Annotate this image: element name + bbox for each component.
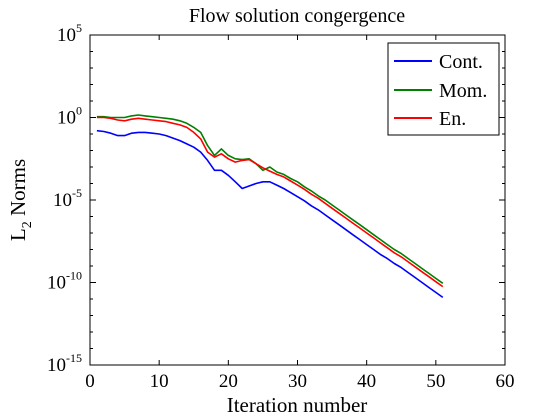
x-axis-ticks: 0 10 20 30 40 50 60 <box>85 35 515 392</box>
series-lines <box>96 114 444 299</box>
y-tick-label: 100 <box>57 104 82 129</box>
y-axis-label-subscript: 2 <box>20 221 35 228</box>
x-tick-label: 40 <box>357 371 376 392</box>
y-tick-label: 10-10 <box>47 269 82 294</box>
series-line-cont <box>96 129 444 299</box>
y-tick-label: 10-15 <box>47 351 82 376</box>
chart-title: Flow solution congergence <box>189 5 405 27</box>
x-axis-label: Iteration number <box>227 393 368 417</box>
legend-label-cont: Cont. <box>439 51 483 73</box>
x-tick-label: 30 <box>288 371 307 392</box>
x-tick-label: 0 <box>85 371 95 392</box>
x-tick-label: 20 <box>219 371 238 392</box>
y-axis-label: L2 Norms <box>6 159 35 241</box>
legend: Cont. Mom. En. <box>387 42 500 136</box>
y-tick-label: 10-5 <box>53 186 82 211</box>
x-tick-label: 60 <box>496 371 515 392</box>
x-tick-label: 50 <box>426 371 445 392</box>
y-tick-label: 105 <box>57 21 82 46</box>
legend-label-mom: Mom. <box>439 80 487 102</box>
series-line-mom <box>96 114 444 284</box>
legend-label-en: En. <box>439 108 466 130</box>
series-line-en <box>96 116 444 288</box>
y-axis-label-main: L <box>6 228 30 241</box>
y-axis-ticks: 10-15 10-10 10-5 100 105 <box>47 21 505 376</box>
x-tick-label: 10 <box>150 371 169 392</box>
y-axis-label-rest: Norms <box>6 159 30 221</box>
